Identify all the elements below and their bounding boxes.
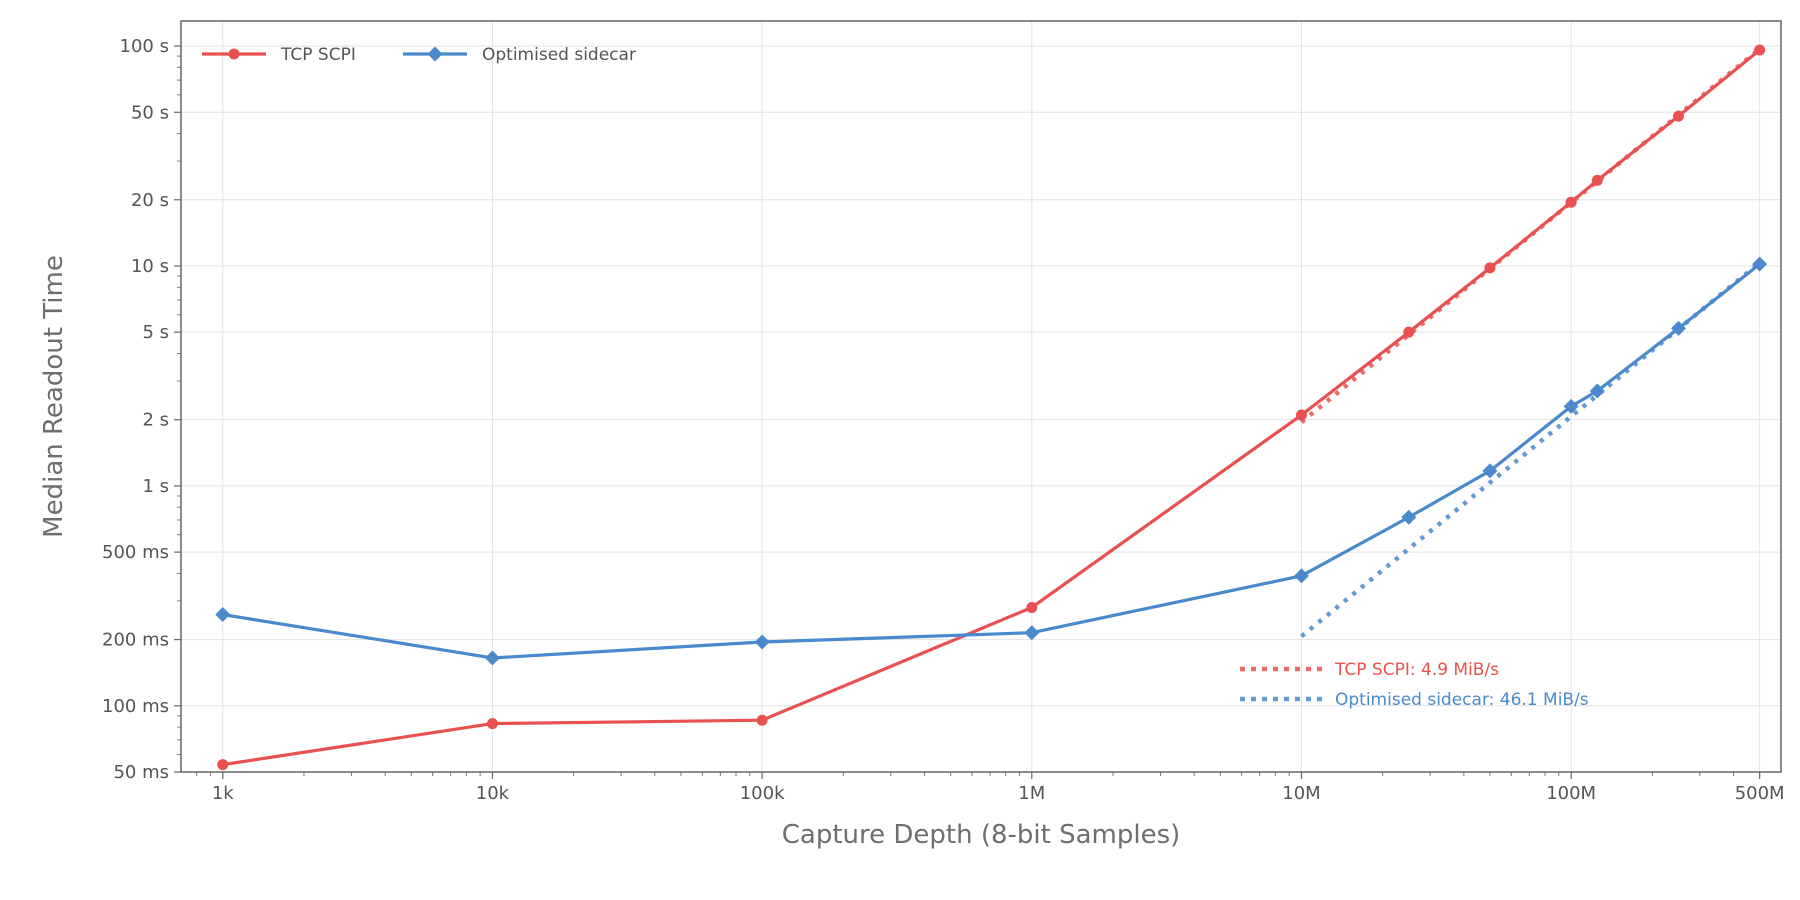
data-point-diamond bbox=[1293, 568, 1309, 584]
data-point-circle bbox=[1295, 409, 1307, 421]
data-point-circle bbox=[1403, 326, 1415, 338]
data-point-circle bbox=[1026, 601, 1038, 613]
legend: TCP SCPI Optimised sidecar bbox=[202, 45, 636, 65]
minor-ticks bbox=[177, 55, 1761, 776]
data-point-circle bbox=[756, 714, 768, 726]
data-point-diamond bbox=[427, 46, 443, 62]
y-axis-title: Median Readout Time bbox=[39, 255, 69, 538]
legend-label: TCP SCPI bbox=[280, 45, 356, 65]
x-axis: 1k 10k 100k 1M 10M 100M 500M bbox=[212, 772, 1785, 804]
plot-frame bbox=[180, 20, 1782, 773]
fit-annotations: TCP SCPI: 4.9 MiB/s Optimised sidecar: 46… bbox=[1240, 660, 1589, 710]
y-tick-label: 100 s bbox=[120, 36, 169, 57]
y-tick-label: 500 ms bbox=[102, 542, 169, 563]
x-tick-label: 1M bbox=[1018, 783, 1045, 804]
y-tick-label: 10 s bbox=[131, 256, 169, 277]
fit-lines bbox=[1300, 47, 1762, 639]
x-tick-label: 100M bbox=[1546, 783, 1596, 804]
data-point-circle bbox=[1672, 110, 1684, 122]
data-point-diamond bbox=[1670, 320, 1686, 336]
y-tick-label: 1 s bbox=[142, 476, 169, 497]
data-point-diamond bbox=[1482, 463, 1498, 479]
series-lines bbox=[215, 44, 1768, 771]
y-axis: 50 ms 100 ms 200 ms 500 ms 1 s 2 s 5 s 10 s 20 s… bbox=[102, 36, 181, 783]
data-point-circle bbox=[228, 48, 240, 60]
data-point-diamond bbox=[1752, 256, 1768, 272]
series-line bbox=[222, 48, 1761, 767]
x-tick-label: 1k bbox=[212, 783, 234, 804]
y-tick-label: 20 s bbox=[131, 190, 169, 211]
grid bbox=[181, 21, 1781, 773]
data-point-diamond bbox=[1024, 625, 1040, 641]
x-tick-label: 500M bbox=[1735, 783, 1785, 804]
y-tick-label: 50 s bbox=[131, 102, 169, 123]
data-point-diamond bbox=[754, 634, 770, 650]
y-tick-label: 50 ms bbox=[113, 762, 169, 783]
x-tick-label: 100k bbox=[740, 783, 785, 804]
data-point-diamond bbox=[484, 650, 500, 666]
y-tick-label: 2 s bbox=[142, 410, 169, 431]
data-point-diamond bbox=[215, 607, 231, 623]
data-point-circle bbox=[486, 718, 498, 730]
y-tick-label: 5 s bbox=[142, 322, 169, 343]
x-axis-title: Capture Depth (8-bit Samples) bbox=[782, 820, 1181, 850]
data-point-diamond bbox=[1589, 383, 1605, 399]
data-point-circle bbox=[1591, 174, 1603, 186]
data-point-circle bbox=[1565, 196, 1577, 208]
data-point-circle bbox=[217, 759, 229, 771]
series-line bbox=[222, 262, 1761, 660]
data-point-diamond bbox=[1401, 509, 1417, 525]
annotation-label: TCP SCPI: 4.9 MiB/s bbox=[1334, 660, 1499, 680]
y-tick-label: 100 ms bbox=[102, 696, 169, 717]
y-tick-label: 200 ms bbox=[102, 630, 169, 651]
data-point-circle bbox=[1754, 44, 1766, 56]
data-point-diamond bbox=[1563, 398, 1579, 414]
x-tick-label: 10M bbox=[1282, 783, 1320, 804]
annotation-label: Optimised sidecar: 46.1 MiB/s bbox=[1335, 690, 1589, 710]
legend-label: Optimised sidecar bbox=[482, 45, 636, 65]
x-tick-label: 10k bbox=[476, 783, 510, 804]
data-point-circle bbox=[1484, 262, 1496, 274]
